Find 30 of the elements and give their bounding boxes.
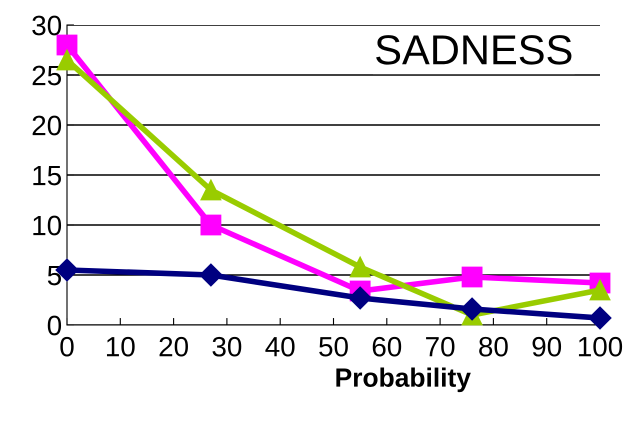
point	[590, 280, 610, 300]
x-tick-label: 80	[479, 336, 508, 357]
chart-title: SADNESS	[376, 35, 572, 65]
x-tick-label: 70	[426, 336, 454, 357]
y-tick-label: 5	[48, 266, 61, 286]
point	[588, 306, 612, 330]
x-axis-title: Probability	[336, 368, 471, 392]
x-tick-label: 100	[578, 336, 622, 357]
point	[348, 286, 372, 310]
x-tick-label: 10	[106, 336, 135, 357]
y-tick-label: 30	[32, 16, 62, 36]
point	[200, 180, 222, 200]
point	[350, 256, 371, 278]
y-tick-label: 10	[33, 216, 62, 236]
x-tick-label: 30	[212, 336, 242, 357]
y-tick-label: 20	[32, 116, 62, 136]
y-tick-label: 15	[33, 166, 61, 186]
point	[199, 264, 222, 286]
x-tick-label: 50	[319, 336, 348, 357]
point	[56, 34, 78, 56]
point	[460, 298, 484, 320]
x-tick-label: 40	[265, 336, 295, 357]
x-tick-label: 90	[532, 336, 562, 357]
point	[200, 214, 222, 236]
y-tick-label: 25	[32, 66, 61, 86]
point	[462, 266, 482, 288]
x-tick-label: 0	[60, 336, 74, 357]
x-tick-label: 20	[160, 336, 188, 357]
x-tick-label: 60	[372, 336, 402, 357]
y-tick-label: 0	[48, 316, 62, 336]
